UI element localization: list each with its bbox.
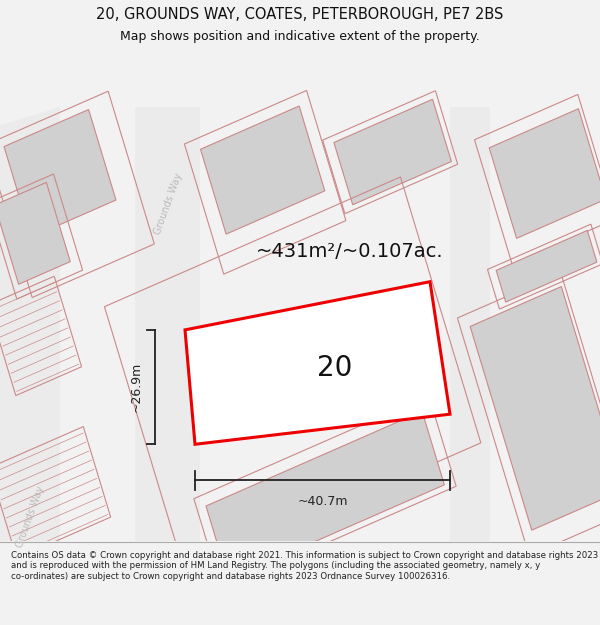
Polygon shape (135, 107, 200, 541)
Polygon shape (470, 286, 600, 530)
Text: ~40.7m: ~40.7m (297, 495, 348, 508)
Text: ~26.9m: ~26.9m (130, 362, 143, 413)
Text: Contains OS data © Crown copyright and database right 2021. This information is : Contains OS data © Crown copyright and d… (11, 551, 598, 581)
Text: Grounds Way: Grounds Way (14, 484, 46, 549)
Polygon shape (489, 109, 600, 238)
Text: 20: 20 (317, 354, 353, 381)
Polygon shape (200, 106, 325, 234)
Text: 20, GROUNDS WAY, COATES, PETERBOROUGH, PE7 2BS: 20, GROUNDS WAY, COATES, PETERBOROUGH, P… (97, 7, 503, 22)
Polygon shape (185, 282, 450, 444)
Polygon shape (0, 107, 60, 541)
Polygon shape (334, 99, 451, 205)
Text: Map shows position and indicative extent of the property.: Map shows position and indicative extent… (120, 31, 480, 44)
Polygon shape (0, 182, 70, 284)
Polygon shape (206, 411, 445, 579)
Text: Grounds Way: Grounds Way (152, 171, 184, 236)
Polygon shape (450, 107, 490, 541)
Text: ~431m²/~0.107ac.: ~431m²/~0.107ac. (256, 242, 444, 261)
Polygon shape (4, 109, 116, 237)
Polygon shape (496, 231, 597, 302)
